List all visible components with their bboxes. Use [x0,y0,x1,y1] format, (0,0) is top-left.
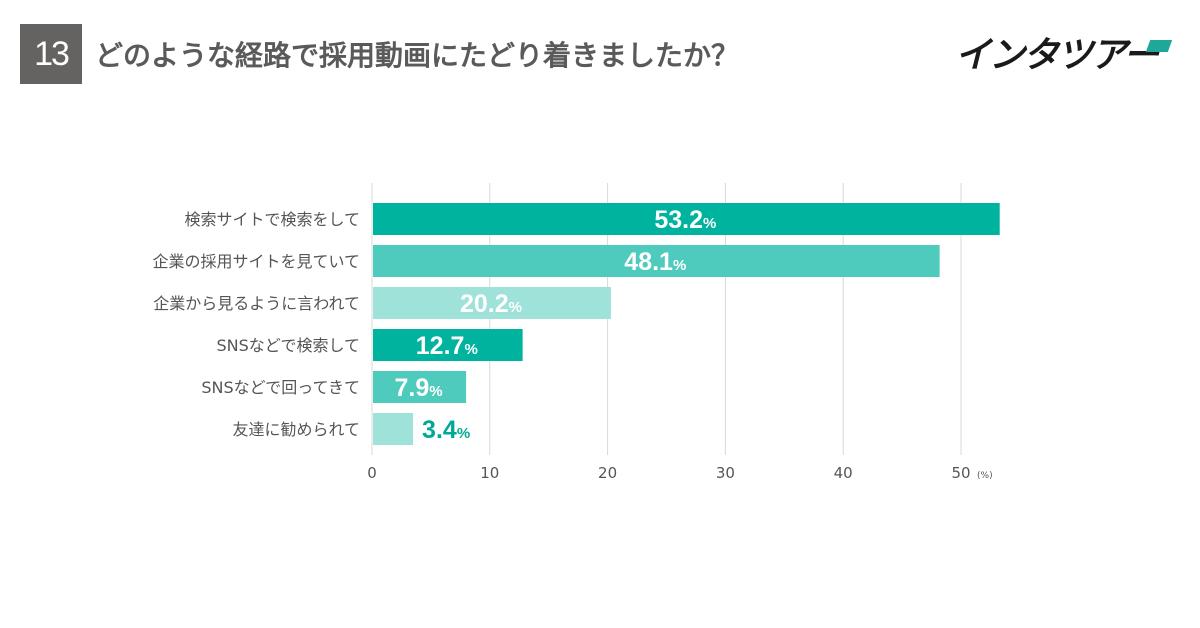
bar [373,371,467,403]
data-label: 12.7% [416,332,478,360]
category-label: 検索サイトで検索をして [184,210,360,229]
data-label-value: 12.7 [416,332,465,360]
bar [373,287,611,319]
x-tick-label: 20 [598,464,617,482]
data-label-suffix: % [509,299,522,316]
x-axis-unit: (%) [977,471,993,481]
data-label-value: 3.4 [422,416,457,444]
x-tick-label: 50 [951,464,970,482]
data-label-suffix: % [464,341,477,358]
bar [373,413,414,445]
data-label-suffix: % [457,425,470,442]
category-label: SNSなどで回ってきて [201,378,360,397]
category-label: 企業の採用サイトを見ていて [152,252,360,271]
data-label: 3.4% [422,416,470,444]
data-label: 48.1% [624,248,686,276]
bar [373,329,523,361]
brand-logo: インタツアー [955,35,1159,76]
data-label: 7.9% [394,374,442,402]
x-tick-label: 0 [367,464,377,482]
data-label-value: 53.2 [654,206,703,234]
data-label: 53.2% [654,206,716,234]
data-label-value: 48.1 [624,248,673,276]
data-label-value: 20.2 [460,290,509,318]
question-number-badge: 13 [20,24,82,84]
x-tick-label: 40 [834,464,853,482]
data-label-suffix: % [673,257,686,274]
data-label: 20.2% [460,290,522,318]
data-label-suffix: % [429,383,442,400]
bar [373,245,940,277]
category-label: 企業から見るように言われて [153,294,360,313]
data-label-suffix: % [703,215,716,232]
page-title: どのような経路で採用動画にたどり着きましたか？ [95,39,740,72]
category-label: SNSなどで検索して [217,336,360,355]
data-label-value: 7.9 [394,374,429,402]
x-tick-label: 30 [716,464,735,482]
bar [373,203,1000,235]
category-label: 友達に勧められて [232,420,360,439]
x-tick-label: 10 [480,464,499,482]
